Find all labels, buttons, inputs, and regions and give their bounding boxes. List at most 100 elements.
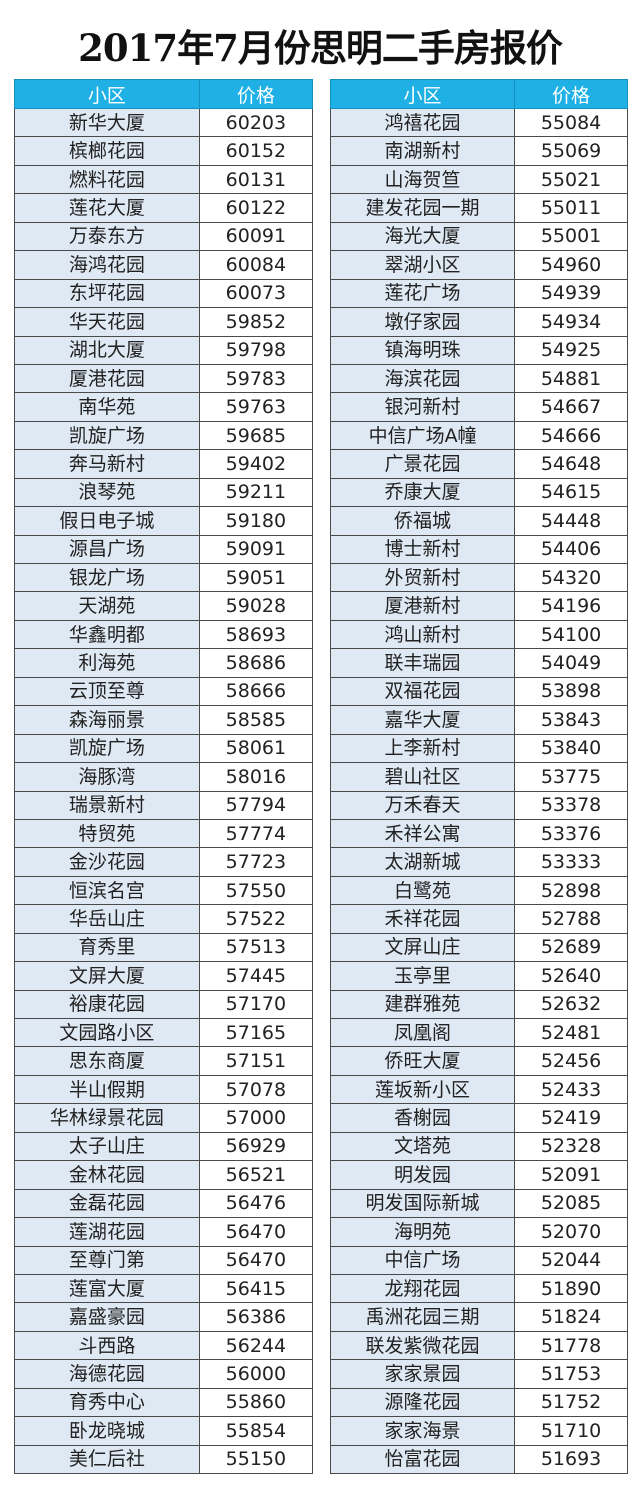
community-name: 中信广场 (329, 1245, 516, 1275)
community-name: 明发国际新城 (329, 1188, 516, 1219)
community-name: 浪琴苑 (14, 477, 200, 508)
table-row: 禹洲花园三期 51824 (329, 1302, 628, 1332)
table-row: 金磊花园 56476 (14, 1188, 314, 1219)
community-name: 家家海景 (329, 1416, 516, 1446)
price-value: 56000 (198, 1359, 314, 1389)
price-value: 56244 (198, 1330, 314, 1361)
price-value: 60073 (198, 278, 314, 309)
community-name: 建发花园一期 (329, 193, 516, 223)
price-value: 59402 (198, 449, 314, 479)
price-value: 55011 (514, 193, 628, 223)
table-row: 中信广场 52044 (329, 1245, 628, 1275)
table-row: 浪琴苑 59211 (14, 477, 314, 508)
community-name: 新华大厦 (14, 107, 200, 138)
price-value: 53898 (514, 676, 628, 707)
community-name: 鸿禧花园 (329, 107, 516, 138)
community-name: 家家景园 (329, 1359, 516, 1389)
header-price: 价格 (514, 79, 628, 109)
price-value: 59051 (198, 562, 314, 593)
community-name: 美仁后社 (14, 1444, 200, 1475)
community-name: 海豚湾 (14, 762, 200, 792)
community-name: 瑞景新村 (14, 790, 200, 820)
price-value: 59798 (198, 335, 314, 365)
table-row: 南华苑 59763 (14, 392, 314, 422)
community-name: 厦港新村 (329, 591, 516, 621)
table-row: 莲坂新小区 52433 (329, 1074, 628, 1105)
community-name: 银河新村 (329, 392, 516, 422)
community-name: 文园路小区 (14, 1017, 200, 1048)
price-value: 54934 (514, 307, 628, 337)
community-name: 南华苑 (14, 392, 200, 422)
table-row: 禾祥花园 52788 (329, 904, 628, 934)
community-name: 东坪花园 (14, 278, 200, 309)
community-name: 莲花广场 (329, 278, 516, 309)
community-name: 双福花园 (329, 676, 516, 707)
price-value: 53376 (514, 818, 628, 849)
price-value: 55150 (198, 1444, 314, 1475)
community-name: 森海丽景 (14, 705, 200, 735)
price-value: 56470 (198, 1217, 314, 1247)
price-value: 57000 (198, 1103, 314, 1133)
table-row: 白鹭苑 52898 (329, 875, 628, 906)
table-row: 华林绿景花园 57000 (14, 1103, 314, 1133)
community-name: 银龙广场 (14, 562, 200, 593)
price-value: 52898 (514, 875, 628, 906)
community-name: 镇海明珠 (329, 335, 516, 365)
price-value: 60084 (198, 250, 314, 280)
community-name: 玉亭里 (329, 961, 516, 991)
price-value: 54960 (514, 250, 628, 280)
table-row: 鸿山新村 54100 (329, 619, 628, 650)
price-value: 56521 (198, 1160, 314, 1190)
table-row: 香榭园 52419 (329, 1103, 628, 1133)
community-name: 中信广场A幢 (329, 420, 516, 451)
community-name: 鸿山新村 (329, 619, 516, 650)
table-row: 至尊门第 56470 (14, 1245, 314, 1275)
table-row: 家家海景 51710 (329, 1416, 628, 1446)
price-value: 56415 (198, 1273, 314, 1304)
table-row: 厦港花园 59783 (14, 363, 314, 394)
price-value: 58016 (198, 762, 314, 792)
community-name: 云顶至尊 (14, 676, 200, 707)
price-value: 54666 (514, 420, 628, 451)
community-name: 博士新村 (329, 534, 516, 565)
community-name: 南湖新村 (329, 136, 516, 166)
price-value: 51753 (514, 1359, 628, 1389)
community-name: 怡富花园 (329, 1444, 516, 1475)
price-value: 54648 (514, 449, 628, 479)
price-value: 57774 (198, 818, 314, 849)
community-name: 燃料花园 (14, 164, 200, 195)
table-row: 华鑫明都 58693 (14, 619, 314, 650)
table-row: 莲花广场 54939 (329, 278, 628, 309)
price-value: 52070 (514, 1217, 628, 1247)
price-value: 58666 (198, 676, 314, 707)
price-table-left: 小区 价格 新华大厦 60203 槟榔花园 60152 燃料花园 60131 莲花大厦 601… (14, 79, 314, 1475)
table-row: 联丰瑞园 54049 (329, 648, 628, 678)
table-row: 天湖苑 59028 (14, 591, 314, 621)
price-value: 60203 (198, 107, 314, 138)
price-value: 55021 (514, 164, 628, 195)
community-name: 莲花大厦 (14, 193, 200, 223)
price-value: 51710 (514, 1416, 628, 1446)
community-name: 海光大厦 (329, 221, 516, 252)
table-row: 嘉华大厦 53843 (329, 705, 628, 735)
community-name: 嘉盛豪园 (14, 1302, 200, 1332)
table-row: 文屏大厦 57445 (14, 961, 314, 991)
community-name: 海鸿花园 (14, 250, 200, 280)
community-name: 半山假期 (14, 1074, 200, 1105)
price-value: 59180 (198, 506, 314, 536)
price-value: 57513 (198, 932, 314, 963)
community-name: 侨旺大厦 (329, 1046, 516, 1076)
price-value: 52788 (514, 904, 628, 934)
community-name: 广景花园 (329, 449, 516, 479)
price-value: 57170 (198, 989, 314, 1020)
price-value: 57445 (198, 961, 314, 991)
table-row: 瑞景新村 57794 (14, 790, 314, 820)
price-value: 58585 (198, 705, 314, 735)
price-value: 56470 (198, 1245, 314, 1275)
price-value: 51778 (514, 1330, 628, 1361)
table-row: 奔马新村 59402 (14, 449, 314, 479)
table-row: 半山假期 57078 (14, 1074, 314, 1105)
table-row: 金林花园 56521 (14, 1160, 314, 1190)
table-row: 建发花园一期 55011 (329, 193, 628, 223)
community-name: 华天花园 (14, 307, 200, 337)
